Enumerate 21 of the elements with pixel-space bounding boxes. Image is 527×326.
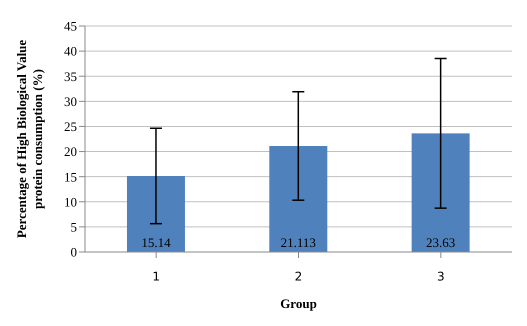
y-tick-label: 25 (64, 119, 77, 134)
y-tick-label: 40 (64, 44, 77, 59)
bar (269, 146, 328, 252)
y-tick-label: 10 (64, 194, 77, 210)
y-tick-label: 15 (64, 169, 77, 184)
y-tick-label: 30 (64, 94, 77, 109)
bar (126, 176, 185, 252)
data-label: 23.63 (426, 235, 456, 250)
x-axis-title: Group (280, 296, 317, 311)
y-tick-label: 0 (70, 244, 77, 260)
y-tick-label: 5 (70, 220, 77, 235)
bar (412, 133, 470, 252)
data-label: 15.14 (141, 235, 172, 250)
y-axis-title: Percentage of High Biological Value protein consumption (%) (14, 40, 45, 238)
x-tick-label: 3 (437, 270, 445, 284)
y-tick-label: 20 (64, 144, 77, 160)
y-tick-label: 45 (64, 18, 77, 34)
y-tick-label: 35 (64, 68, 77, 84)
data-label: 21.113 (280, 235, 316, 250)
x-tick-label: 1 (152, 270, 160, 284)
x-tick-label: 2 (294, 270, 302, 284)
